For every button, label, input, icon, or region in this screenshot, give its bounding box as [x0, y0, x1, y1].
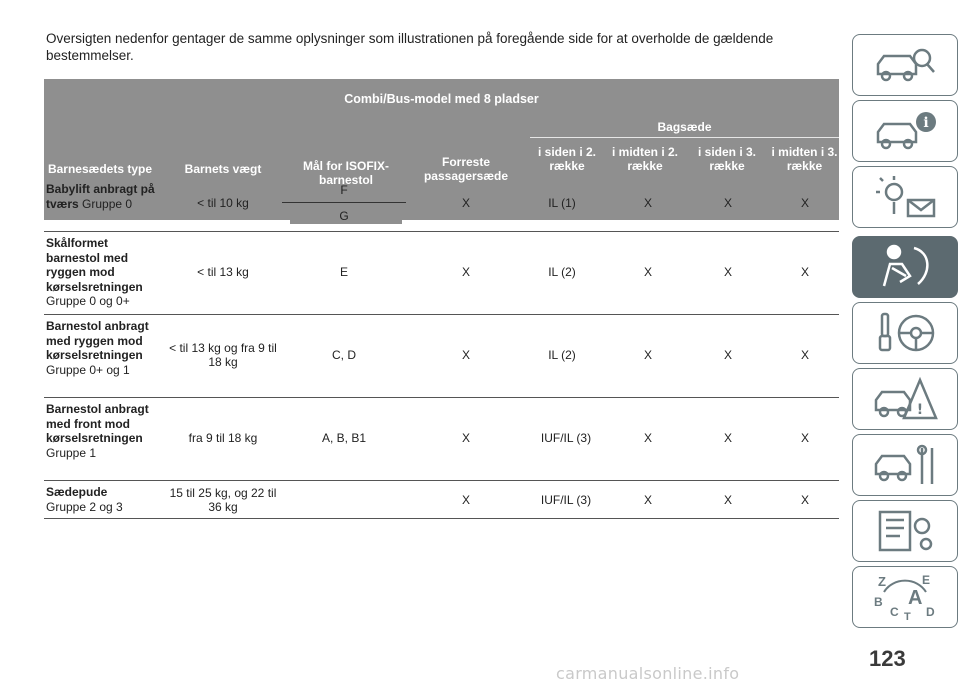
- tab-technical-data[interactable]: [852, 500, 958, 562]
- header-rear-seat: Bagsæde: [530, 117, 839, 137]
- row-weight: < til 13 kg: [197, 265, 249, 279]
- row-front: X: [461, 348, 470, 362]
- row-mid3: X: [800, 196, 809, 210]
- header-rear-middle-3: i midten i 3. række: [770, 139, 839, 179]
- row-mid3: X: [800, 431, 809, 445]
- tab-safety[interactable]: [852, 236, 958, 298]
- row-front: X: [461, 431, 470, 445]
- svg-text:B: B: [874, 595, 883, 609]
- header-rear-side-3: i siden i 3. række: [692, 139, 762, 179]
- row-label: Barnestol anbragt med ryggen mod kørsels…: [46, 319, 149, 377]
- header-front-seat: Forreste passagersæde: [412, 117, 520, 220]
- row-weight: 15 til 25 kg, og 22 til 36 kg: [169, 486, 277, 514]
- row-isofix: A, B, B1: [321, 431, 367, 445]
- warning-lights-icon: [876, 176, 936, 218]
- row-side2: IUF/IL (3): [540, 493, 592, 507]
- car-info-icon: i: [876, 112, 936, 150]
- car-warning-icon: !: [874, 376, 938, 420]
- tab-maintenance[interactable]: [852, 434, 958, 496]
- spec-gear-icon: [878, 510, 933, 552]
- table-title: Combi/Bus-model med 8 pladser: [44, 79, 839, 117]
- row-side3: X: [723, 493, 732, 507]
- svg-text:C: C: [890, 605, 899, 619]
- tab-driving[interactable]: [852, 302, 958, 364]
- svg-text:i: i: [923, 115, 928, 131]
- intro-paragraph: Oversigten nedenfor gentager de samme op…: [46, 31, 774, 63]
- row-mid2: X: [643, 348, 652, 362]
- svg-text:E: E: [922, 573, 930, 587]
- steering-key-icon: [878, 312, 935, 352]
- header-weight: Barnets vægt: [168, 117, 278, 220]
- row-label: Babylift anbragt på tværs Gruppe 0: [46, 182, 155, 211]
- row-mid2: X: [643, 196, 652, 210]
- row-side3: X: [723, 265, 732, 279]
- row-mid3: X: [800, 493, 809, 507]
- row-side2: IL (1): [548, 196, 576, 210]
- header-seat-type: Barnesædets type: [44, 117, 156, 220]
- page-number: 123: [869, 646, 906, 671]
- watermark: carmanualsonline.info: [556, 664, 740, 683]
- row-label: Barnestol anbragt med front mod kørselsr…: [46, 402, 149, 460]
- row-isofix: F: [340, 183, 348, 197]
- header-isofix: Mål for ISOFIX-barnestol: [290, 117, 402, 224]
- svg-text:D: D: [926, 605, 935, 619]
- tab-emergency[interactable]: !: [852, 368, 958, 430]
- row-front: X: [461, 493, 470, 507]
- row-front: X: [461, 265, 470, 279]
- airbag-person-icon: [882, 244, 929, 287]
- tab-index[interactable]: Z E B A C D T: [852, 566, 958, 628]
- row-side3: X: [723, 196, 732, 210]
- row-side3: X: [723, 348, 732, 362]
- row-mid2: X: [643, 431, 652, 445]
- row-side3: X: [723, 431, 732, 445]
- tab-warning-lights[interactable]: [852, 166, 958, 228]
- header-rear-middle-2: i midten i 2. række: [610, 139, 680, 179]
- svg-text:T: T: [904, 611, 911, 622]
- header-rear-side-2: i siden i 2. række: [532, 139, 602, 179]
- row-mid2: X: [643, 265, 652, 279]
- svg-text:Z: Z: [878, 574, 886, 589]
- row-weight: < til 10 kg: [197, 196, 249, 210]
- row-weight: < til 13 kg og fra 9 til 18 kg: [169, 341, 277, 369]
- row-isofix-alt: G: [339, 209, 349, 223]
- row-side2: IL (2): [548, 265, 576, 279]
- row-label: Skålformet barnestol med ryggen mod kørs…: [46, 236, 143, 308]
- tab-car-info[interactable]: i: [852, 100, 958, 162]
- row-front: X: [461, 196, 470, 210]
- row-side2: IL (2): [548, 348, 576, 362]
- row-mid3: X: [800, 348, 809, 362]
- row-isofix: E: [339, 265, 348, 279]
- row-label: Sædepude Gruppe 2 og 3: [46, 485, 123, 514]
- row-side2: IUF/IL (3): [540, 431, 592, 445]
- row-mid3: X: [800, 265, 809, 279]
- row-weight: fra 9 til 18 kg: [188, 431, 258, 445]
- alphabet-index-icon: Z E B A C D T: [874, 573, 935, 622]
- tab-car-search[interactable]: [852, 34, 958, 96]
- row-isofix: C, D: [332, 348, 356, 362]
- car-tools-icon: [874, 444, 934, 484]
- row-mid2: X: [643, 493, 652, 507]
- car-search-icon: [876, 48, 935, 82]
- svg-text:A: A: [908, 587, 922, 609]
- svg-text:!: !: [917, 402, 923, 418]
